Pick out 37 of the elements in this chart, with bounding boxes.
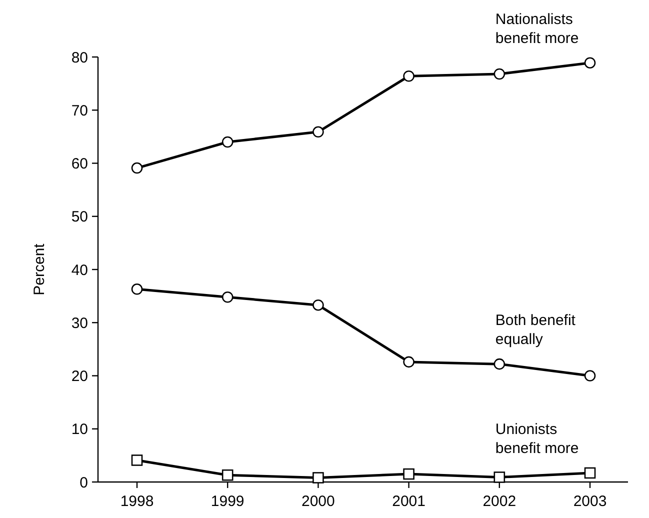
- point: [584, 57, 596, 68]
- point: [403, 356, 414, 368]
- y-tick-label: 70: [71, 102, 88, 120]
- point: [494, 68, 506, 80]
- point: [494, 358, 506, 370]
- series-label: Both benefit equally: [495, 312, 576, 348]
- x-tick-label: 2001: [392, 493, 426, 510]
- series-label: Unionists benefit more: [495, 420, 579, 457]
- point: [222, 291, 234, 303]
- y-tick-label: 0: [80, 474, 88, 492]
- point: [131, 162, 143, 174]
- point: [403, 70, 414, 82]
- x-tick-label: 2000: [302, 493, 335, 510]
- y-tick-label: 20: [71, 368, 88, 385]
- point: [222, 136, 234, 148]
- y-tick-label: 80: [71, 49, 88, 66]
- y-axis-title: Percent: [31, 242, 48, 296]
- point: [131, 284, 143, 295]
- x-tick-label: 2003: [573, 493, 607, 510]
- point: [131, 454, 143, 466]
- point: [584, 370, 596, 382]
- point: [403, 468, 414, 480]
- x-tick-label: 2002: [482, 493, 516, 510]
- x-tick-label: 1999: [210, 493, 244, 510]
- y-tick-label: 30: [71, 314, 88, 332]
- point: [222, 469, 234, 481]
- y-tick-label: 10: [71, 421, 88, 438]
- series-label: Nationalists benefit more: [495, 10, 579, 47]
- point: [312, 472, 324, 484]
- point: [494, 472, 506, 483]
- y-tick-label: 40: [71, 262, 88, 279]
- point: [312, 299, 324, 311]
- y-tick-label: 50: [71, 208, 88, 226]
- x-tick-label: 1998: [120, 493, 154, 510]
- point: [312, 126, 324, 138]
- point: [584, 467, 596, 479]
- y-tick-label: 60: [71, 156, 88, 172]
